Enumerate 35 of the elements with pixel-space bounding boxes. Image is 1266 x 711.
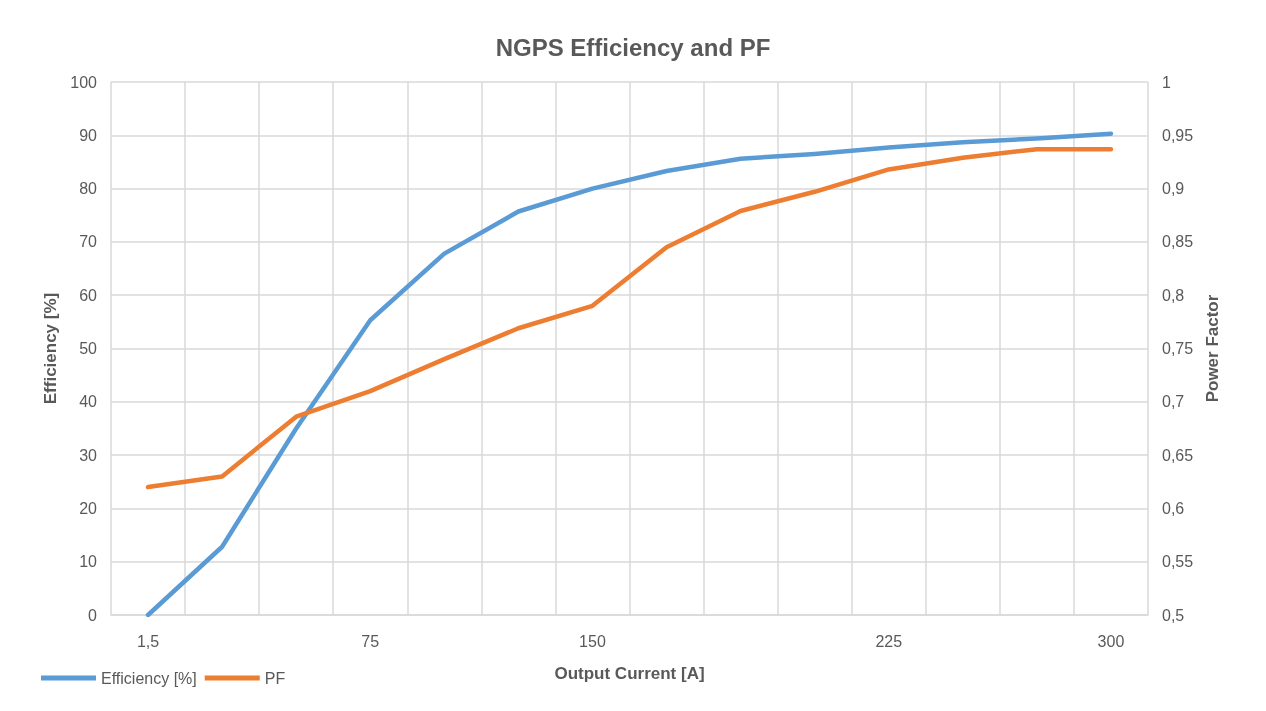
y2-tick-label: 0,7 — [1162, 393, 1185, 411]
y2-tick-label: 0,65 — [1162, 446, 1194, 464]
y-tick-label: 90 — [79, 126, 98, 144]
x-tick-label: 150 — [579, 632, 606, 650]
y-tick-label: 0 — [88, 606, 98, 624]
y-tick-label: 50 — [79, 340, 98, 357]
y2-tick-label: 0,85 — [1162, 233, 1194, 251]
x-axis-title: Output Current [A] — [554, 664, 705, 683]
line-series — [145, 146, 1114, 490]
y-tick-label: 60 — [79, 286, 98, 304]
x-tick-label: 75 — [361, 632, 380, 650]
y-tick-label: 10 — [79, 553, 98, 571]
y-tick-label: 40 — [79, 393, 98, 411]
y-tick-label: 80 — [79, 180, 98, 198]
y-tick-label: 100 — [70, 73, 98, 91]
x-tick-label: 225 — [875, 632, 903, 650]
y-axis-title: Efficiency [%] — [41, 292, 61, 405]
y-tick-label: 20 — [79, 499, 98, 517]
x-tick-label: 300 — [1097, 632, 1125, 650]
y-tick-label: 70 — [79, 233, 98, 251]
y2-tick-label: 0,5 — [1162, 606, 1185, 624]
y2-tick-label: 0,6 — [1162, 499, 1185, 517]
y2-tick-label: 0,95 — [1162, 126, 1194, 144]
y2-tick-label: 1 — [1162, 73, 1171, 91]
y2-tick-label: 0,9 — [1162, 180, 1185, 198]
y-tick-label: 30 — [79, 446, 98, 464]
x-tick-label: 1,5 — [136, 632, 160, 650]
y2-axis-title: Power Factor — [1203, 294, 1223, 403]
legend-label: PF — [264, 669, 286, 687]
line-series — [145, 131, 1114, 618]
y2-tick-label: 0,55 — [1162, 553, 1194, 571]
legend-label: Efficiency [%] — [101, 669, 197, 687]
chart-title: NGPS Efficiency and PF — [495, 33, 771, 61]
y2-tick-label: 0,8 — [1162, 286, 1185, 304]
y2-tick-label: 0,75 — [1162, 340, 1194, 357]
